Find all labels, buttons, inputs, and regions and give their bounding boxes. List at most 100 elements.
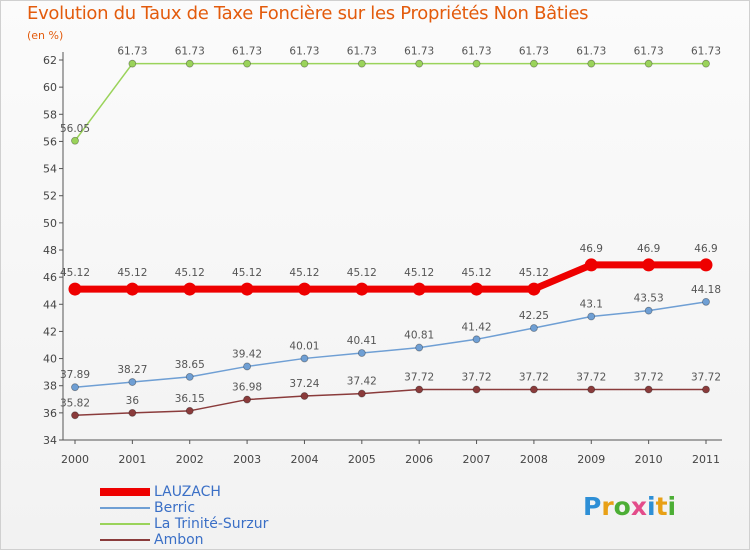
legend-item-la-trinit-surzur: La Trinité-Surzur: [100, 516, 360, 532]
data-point: [702, 385, 710, 394]
data-point: [584, 258, 598, 272]
y-tick-label: 42: [43, 325, 57, 338]
y-tick-label: 34: [43, 434, 57, 447]
data-label: 46.9: [580, 243, 603, 255]
data-label: 45.12: [232, 267, 262, 279]
y-tick-label: 54: [43, 163, 57, 176]
data-point: [185, 372, 194, 381]
data-label: 36.98: [232, 382, 262, 394]
legend-swatch: [100, 488, 150, 496]
legend-item-ambon: Ambon: [100, 532, 360, 548]
legend-label: Berric: [154, 500, 196, 516]
data-point: [243, 362, 251, 371]
data-label: 61.73: [634, 46, 664, 58]
data-label: 46.9: [637, 243, 660, 255]
chart-title: Evolution du Taux de Taxe Foncière sur l…: [27, 3, 589, 24]
series-la-trinit-surzur: [71, 59, 710, 145]
data-point: [128, 378, 137, 386]
data-point: [357, 349, 366, 357]
axes: 34 36 38 40 42 44 46 48 50 52 54 56 58 60 62 2000 2001 20…: [43, 52, 722, 466]
data-label: 61.73: [576, 46, 606, 58]
data-point: [644, 385, 653, 394]
x-tick-label: 2008: [520, 453, 548, 466]
x-tick-label: 2006: [405, 453, 433, 466]
data-label: 37.89: [60, 369, 90, 381]
data-label: 38.27: [117, 364, 147, 376]
proxiti-logo: Proxiti: [583, 492, 676, 521]
data-point: [527, 282, 541, 296]
data-point: [300, 392, 309, 400]
data-point: [240, 282, 254, 296]
data-point: [530, 385, 538, 394]
data-point: [642, 258, 656, 272]
x-tick-label: 2011: [692, 453, 720, 466]
data-label: 45.12: [462, 267, 492, 279]
y-tick-label: 50: [43, 217, 57, 230]
legend-item-lauzach: LAUZACH: [100, 484, 360, 500]
logo-letter: i: [667, 492, 677, 521]
x-tick-label: 2000: [61, 453, 89, 466]
data-label: 37.72: [576, 372, 606, 384]
data-label: 41.42: [462, 321, 492, 333]
data-point: [415, 59, 424, 68]
data-label: 35.82: [60, 397, 90, 409]
data-point: [300, 354, 309, 363]
data-point: [300, 59, 309, 68]
data-label: 43.53: [634, 293, 664, 305]
y-tick-label: 46: [43, 271, 57, 284]
legend: LAUZACH Berric La Trinité-Surzur Ambon: [100, 484, 360, 548]
x-tick-label: 2001: [118, 453, 146, 466]
x-tick-label: 2003: [233, 453, 261, 466]
data-label: 61.73: [404, 46, 434, 58]
data-point: [530, 324, 538, 332]
data-label: 44.18: [691, 284, 721, 296]
data-point: [644, 306, 653, 315]
legend-swatch: [100, 523, 150, 525]
logo-letter: P: [583, 492, 602, 521]
data-label: 46.9: [694, 243, 717, 255]
data-label: 38.65: [175, 359, 205, 371]
series-line: [74, 301, 707, 388]
logo-letter: t: [655, 492, 668, 521]
data-label: 61.73: [519, 46, 549, 58]
legend-swatch: [100, 539, 150, 541]
y-tick-label: 58: [43, 108, 57, 121]
data-point: [183, 282, 197, 296]
data-label: 42.25: [519, 310, 549, 322]
data-point: [587, 385, 596, 394]
data-label: 39.42: [232, 348, 262, 360]
x-tick-label: 2009: [577, 453, 605, 466]
data-point: [587, 59, 596, 68]
data-point: [185, 406, 194, 415]
y-tick-label: 40: [43, 353, 57, 366]
data-point: [472, 335, 481, 344]
series-layer: [68, 59, 713, 420]
data-point: [412, 282, 426, 296]
data-point: [699, 258, 713, 272]
data-point: [470, 282, 484, 296]
data-label: 37.24: [289, 378, 319, 390]
data-label: 45.12: [404, 267, 434, 279]
series-line: [74, 62, 706, 142]
data-point: [68, 282, 82, 296]
data-label: 40.81: [404, 330, 434, 342]
legend-item-berric: Berric: [100, 500, 360, 516]
data-point: [128, 408, 137, 417]
series-line: [75, 261, 706, 293]
data-label: 61.73: [289, 46, 319, 58]
x-tick-label: 2010: [635, 453, 663, 466]
logo-letter: i: [647, 492, 656, 521]
data-label: 61.73: [691, 46, 721, 58]
series-ambon: [71, 385, 710, 420]
data-label: 37.72: [462, 372, 492, 384]
data-label: 37.72: [634, 372, 664, 384]
data-point: [472, 385, 481, 394]
data-labels: 56.05 61.73 61.73 61.73 61.73 61.73 61.73 61.73…: [60, 46, 721, 410]
data-point: [357, 59, 366, 68]
y-tick-label: 36: [43, 407, 57, 420]
x-tick-label: 2007: [463, 453, 491, 466]
data-label: 45.12: [60, 267, 90, 279]
data-label: 61.73: [347, 46, 377, 58]
y-axis-unit: (en %): [27, 29, 64, 42]
